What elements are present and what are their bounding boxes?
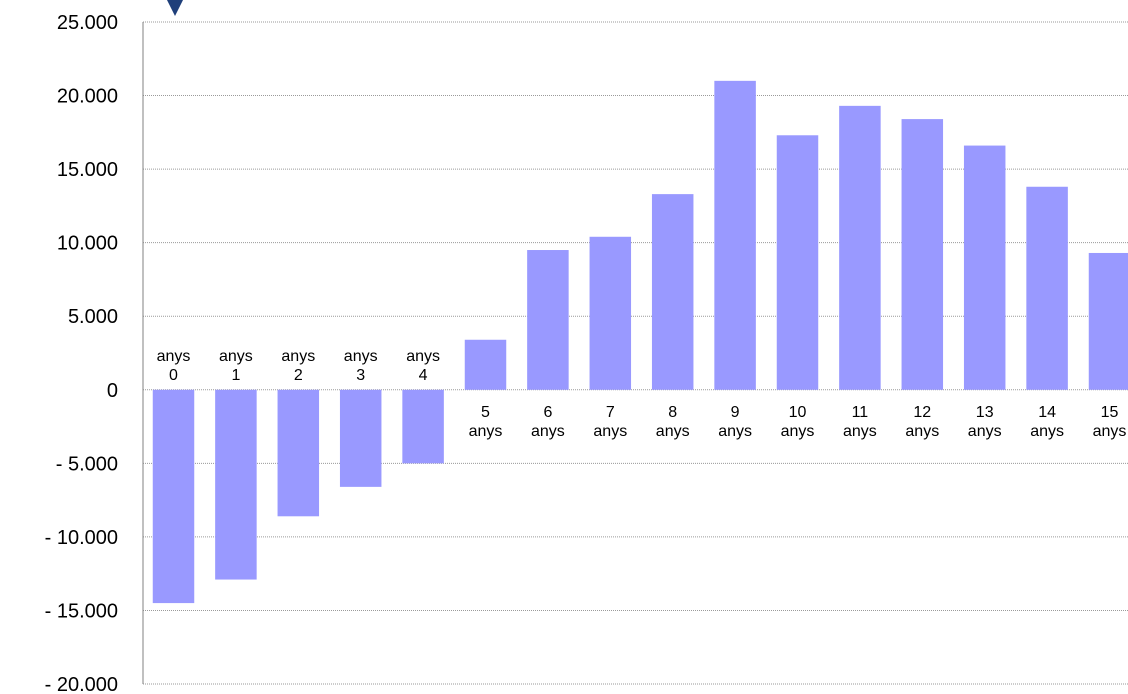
x-tick-label: anys 4 <box>406 348 440 384</box>
x-tick-label-line: anys <box>1093 423 1127 440</box>
x-tick-label-line: anys <box>905 423 939 440</box>
bar <box>215 389 257 580</box>
x-tick-label-line: 0 <box>169 367 178 384</box>
x-tick-label: 6 anys <box>531 404 565 440</box>
x-tick-label-line: anys <box>843 423 877 440</box>
x-tick-label-line: anys <box>469 423 503 440</box>
x-axis-labels: anys 0 anys 1 anys 2 anys 3 anys 4 5 anys 6 anys 7 anys… <box>157 348 1127 440</box>
bar <box>527 250 569 390</box>
x-tick-label-line: 3 <box>356 367 365 384</box>
x-tick-label-line: 15 <box>1101 404 1119 421</box>
x-tick-label: 9 anys <box>718 404 752 440</box>
x-tick-label-line: anys <box>593 423 627 440</box>
x-tick-label-line: 4 <box>419 367 428 384</box>
x-tick-label-line: 12 <box>913 404 931 421</box>
y-tick-label: 5.000 <box>68 306 118 328</box>
y-tick-label: 0 <box>107 380 118 402</box>
x-tick-label-line: 9 <box>731 404 740 421</box>
x-tick-label-line: anys <box>281 348 315 365</box>
x-tick-label: 11 anys <box>843 404 877 440</box>
bar <box>152 389 195 604</box>
bar <box>1088 252 1128 390</box>
x-tick-label-line: anys <box>531 423 565 440</box>
x-tick-label: anys 0 <box>157 348 191 384</box>
x-tick-label: 14 anys <box>1030 404 1064 440</box>
y-tick-label: 15.000 <box>57 159 118 181</box>
bars <box>152 80 1128 604</box>
y-tick-label: - 20.000 <box>45 674 118 694</box>
x-tick-label-line: anys <box>1030 423 1064 440</box>
x-tick-label-line: anys <box>781 423 815 440</box>
y-tick-label: - 10.000 <box>45 527 118 549</box>
bar <box>339 389 382 487</box>
x-tick-label-line: anys <box>406 348 440 365</box>
bar <box>1026 186 1068 390</box>
bar <box>776 135 819 390</box>
bar <box>589 236 632 390</box>
x-tick-label-line: 7 <box>606 404 615 421</box>
x-tick-label: 12 anys <box>905 404 939 440</box>
x-tick-label: 7 anys <box>593 404 627 440</box>
x-tick-label-line: 8 <box>668 404 677 421</box>
x-tick-label-line: 1 <box>231 367 240 384</box>
y-tick-label: 20.000 <box>57 86 118 108</box>
x-tick-label: anys 3 <box>344 348 378 384</box>
x-tick-label: anys 2 <box>281 348 315 384</box>
x-tick-label-line: anys <box>968 423 1002 440</box>
x-tick-label: 10 anys <box>781 404 815 440</box>
x-tick-label-line: 5 <box>481 404 490 421</box>
x-tick-label-line: 11 <box>852 404 869 421</box>
bar <box>402 389 444 464</box>
x-tick-label-line: 13 <box>976 404 994 421</box>
bar <box>277 389 320 517</box>
x-tick-label-line: anys <box>656 423 690 440</box>
x-tick-label: 8 anys <box>656 404 690 440</box>
x-tick-label: 13 anys <box>968 404 1002 440</box>
arrow-marker-icon <box>167 0 183 16</box>
x-tick-label-line: 10 <box>789 404 807 421</box>
x-tick-label: 15 anys <box>1093 404 1127 440</box>
x-tick-label-line: anys <box>219 348 253 365</box>
y-axis-ticks: 25.000 20.000 15.000 10.000 5.000 0 - 5.000 - 1… <box>45 12 118 694</box>
bar <box>651 194 694 390</box>
bar <box>464 339 507 390</box>
bar <box>901 119 944 390</box>
y-tick-label: 25.000 <box>57 12 118 34</box>
x-tick-label-line: anys <box>157 348 191 365</box>
x-tick-label-line: 6 <box>543 404 552 421</box>
bar <box>963 145 1006 390</box>
x-tick-label: anys 1 <box>219 348 253 384</box>
x-tick-label-line: 14 <box>1038 404 1056 421</box>
bar <box>714 80 756 390</box>
x-tick-label-line: anys <box>344 348 378 365</box>
x-tick-label: 5 anys <box>469 404 503 440</box>
y-tick-label: - 5.000 <box>56 453 118 475</box>
y-tick-label: 10.000 <box>57 233 118 255</box>
y-tick-label: - 15.000 <box>45 600 118 622</box>
bar <box>839 105 881 390</box>
x-tick-label-line: anys <box>718 423 752 440</box>
x-tick-label-line: 2 <box>294 367 303 384</box>
